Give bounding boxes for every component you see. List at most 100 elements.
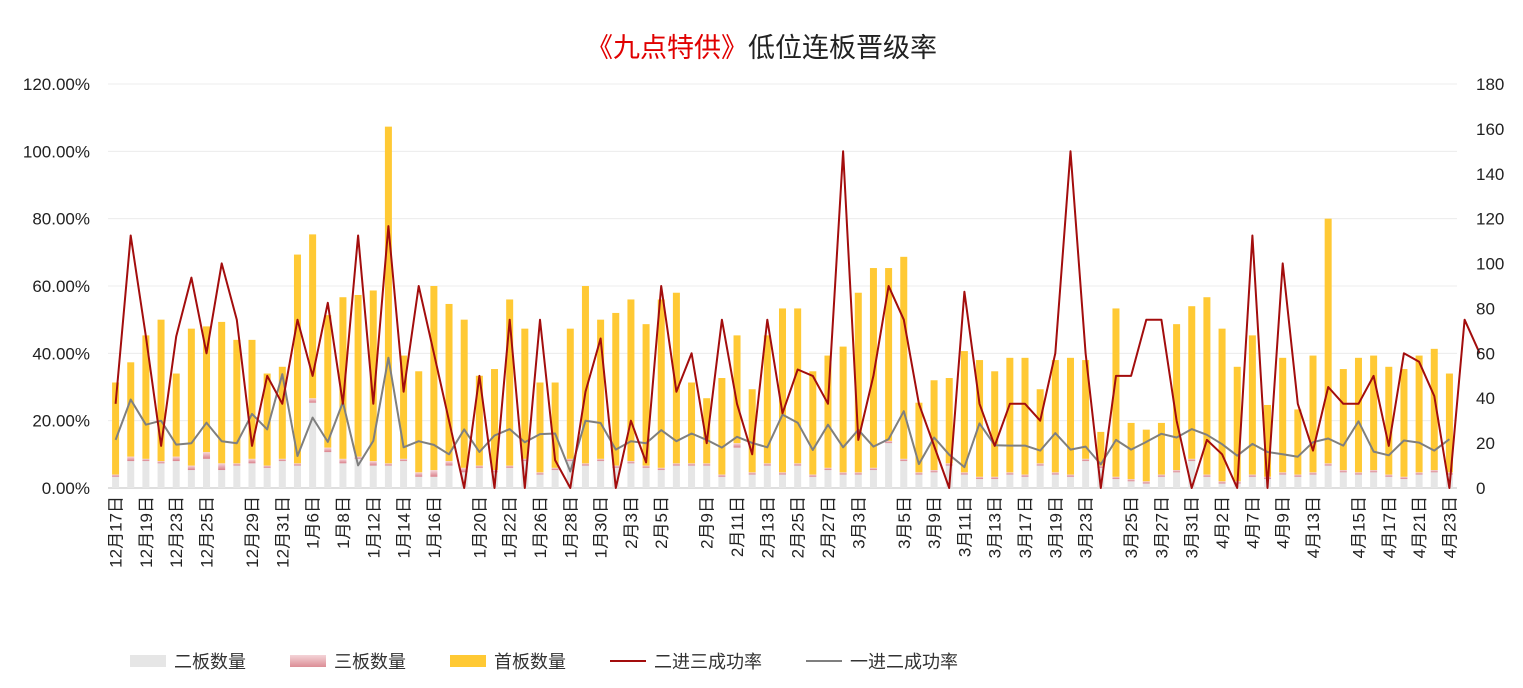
bar-二板数量 [869,470,877,488]
y-tick-label-left: 40.00% [32,344,90,363]
bar-首板数量 [1309,355,1317,473]
bar-首板数量 [1370,355,1378,471]
bar-二板数量 [581,465,589,488]
bar-二板数量 [248,463,256,488]
bar-首板数量 [763,335,771,464]
bar-二板数量 [1142,483,1150,488]
bar-首板数量 [112,382,120,475]
x-tick-label: 2月11日 [728,496,747,557]
bar-二板数量 [1157,476,1165,488]
bar-首板数量 [779,308,786,473]
legend-label: 一进二成功率 [850,652,958,672]
bar-二板数量 [703,465,711,488]
bar-二板数量 [627,463,635,488]
x-tick-label: 3月9日 [925,496,944,549]
bar-首板数量 [1233,366,1241,482]
bar-二板数量 [521,461,529,488]
bar-三板数量 [112,474,120,477]
bar-三板数量 [1309,472,1317,475]
x-tick-label: 1月28日 [561,496,580,558]
bar-首板数量 [127,362,135,457]
bar-三板数量 [1354,472,1362,475]
legend-swatch [290,655,326,667]
x-tick-label: 3月5日 [895,496,914,549]
bar-三板数量 [430,470,438,477]
bar-三板数量 [172,456,180,462]
x-tick-label: 2月25日 [789,496,808,558]
y-tick-label-right: 160 [1476,120,1504,139]
x-tick-label: 2月13日 [758,496,777,558]
bar-二板数量 [1294,476,1302,488]
bar-首板数量 [354,294,362,457]
bar-二板数量 [839,474,847,488]
bar-二板数量 [718,476,726,488]
bar-二板数量 [187,470,195,488]
bar-首板数量 [809,371,817,475]
bar-二板数量 [112,476,120,488]
x-tick-label: 4月2日 [1213,496,1232,549]
bar-三板数量 [1036,463,1044,466]
bar-三板数量 [1279,472,1287,475]
chart-plot: 0.00% 20.00% 40.00% 60.00% 80.00% 100.00% 120.… [23,75,1505,568]
x-tick-label: 4月17日 [1380,496,1399,558]
x-tick-label: 4月21日 [1410,496,1429,558]
bar-三板数量 [475,465,483,468]
bar-三板数量 [1127,479,1135,482]
bar-三板数量 [763,463,771,466]
legend-swatch [450,655,486,667]
bar-首板数量 [733,335,741,444]
bar-首板数量 [991,371,999,477]
bar-二板数量 [309,402,317,488]
x-tick-label: 2月9日 [698,496,717,549]
bar-首板数量 [869,268,877,468]
bar-二板数量 [763,465,771,488]
bar-三板数量 [703,463,711,466]
bar-首板数量 [157,319,165,462]
bar-三板数量 [415,472,423,477]
bar-二板数量 [1051,474,1059,488]
bar-二板数量 [688,465,696,488]
bar-三板数量 [1173,470,1181,473]
x-tick-label: 12月29日 [243,496,262,568]
y-tick-label-left: 0.00% [42,479,90,498]
legend-swatch [806,660,842,662]
bar-三板数量 [1021,474,1029,477]
bar-首板数量 [233,339,241,464]
y-axis-right: 0 20 40 60 80 100 120 140 160 180 [1476,75,1504,498]
bar-三板数量 [672,463,680,466]
bar-三板数量 [642,465,650,468]
bar-二板数量 [597,461,605,488]
bar-首板数量 [1112,308,1120,477]
bar-首板数量 [597,319,605,459]
x-tick-label: 1月6日 [304,496,323,549]
bar-二板数量 [1309,474,1317,488]
y-axis-left: 0.00% 20.00% 40.00% 60.00% 80.00% 100.00% 120.… [23,75,90,498]
chart-title-highlight: 《九点特供》 [586,33,748,63]
x-tick-label: 12月17日 [107,496,126,568]
x-tick-label: 3月31日 [1183,496,1202,558]
bar-首板数量 [1248,335,1256,475]
bar-二板数量 [536,474,544,488]
bar-三板数量 [551,467,559,471]
bar-二板数量 [915,474,923,488]
bar-首板数量 [1006,357,1014,473]
bar-首板数量 [915,402,923,473]
bar-首板数量 [976,360,984,477]
bar-三板数量 [354,456,362,459]
bar-二板数量 [1082,461,1090,488]
bar-三板数量 [854,472,862,475]
bar-三板数量 [127,456,135,462]
bar-首板数量 [475,375,483,466]
bar-二板数量 [415,476,423,488]
y-tick-label-right: 60 [1476,344,1495,363]
bar-三板数量 [1157,474,1165,477]
bar-二板数量 [400,461,408,488]
bar-三板数量 [945,463,953,466]
bar-首板数量 [930,380,938,471]
bar-首板数量 [142,335,150,459]
bar-首板数量 [460,319,468,468]
bar-首板数量 [309,234,317,399]
bar-三板数量 [309,398,317,403]
bar-首板数量 [566,328,574,459]
bar-三板数量 [597,458,605,462]
